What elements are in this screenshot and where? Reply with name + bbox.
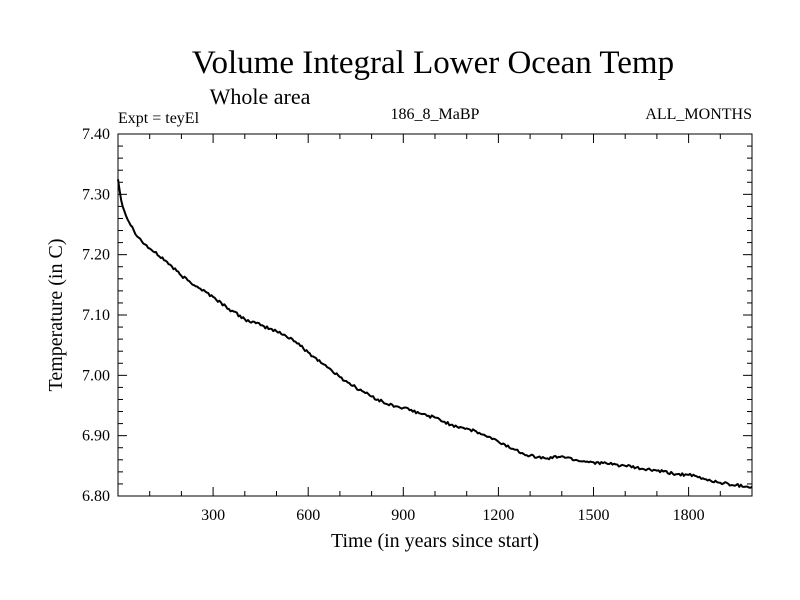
x-tick-label: 300 xyxy=(201,507,225,524)
x-tick-label: 1500 xyxy=(578,507,610,524)
y-tick-label: 7.00 xyxy=(82,367,110,384)
plot-frame xyxy=(117,133,753,497)
series-line-temperature xyxy=(117,179,753,489)
y-tick-label: 7.20 xyxy=(82,247,110,264)
y-tick-label: 7.10 xyxy=(82,307,110,324)
x-tick-label: 1200 xyxy=(482,507,514,524)
chart-subtitle: Whole area xyxy=(210,84,311,109)
x-tick-label: 1800 xyxy=(673,507,705,524)
x-axis-ticks: 300 600 900 1200 1500 1800 xyxy=(149,134,721,524)
x-tick-label: 600 xyxy=(296,507,320,524)
chart-title: Volume Integral Lower Ocean Temp xyxy=(192,45,674,81)
y-tick-label: 7.40 xyxy=(82,126,110,143)
y-axis-label: Temperature (in C) xyxy=(45,239,67,392)
experiment-label: Expt = teyEl xyxy=(118,110,200,127)
y-axis-ticks: 6.80 6.90 7.00 7.10 7.20 7.30 7.40 xyxy=(82,126,752,505)
y-tick-label: 7.30 xyxy=(82,186,110,203)
y-tick-label: 6.90 xyxy=(82,428,110,445)
y-tick-label: 6.80 xyxy=(82,488,110,505)
months-label: ALL_MONTHS xyxy=(645,106,752,123)
x-tick-label: 900 xyxy=(391,507,415,524)
x-axis-label: Time (in years since start) xyxy=(331,530,539,552)
period-label: 186_8_MaBP xyxy=(391,106,480,123)
